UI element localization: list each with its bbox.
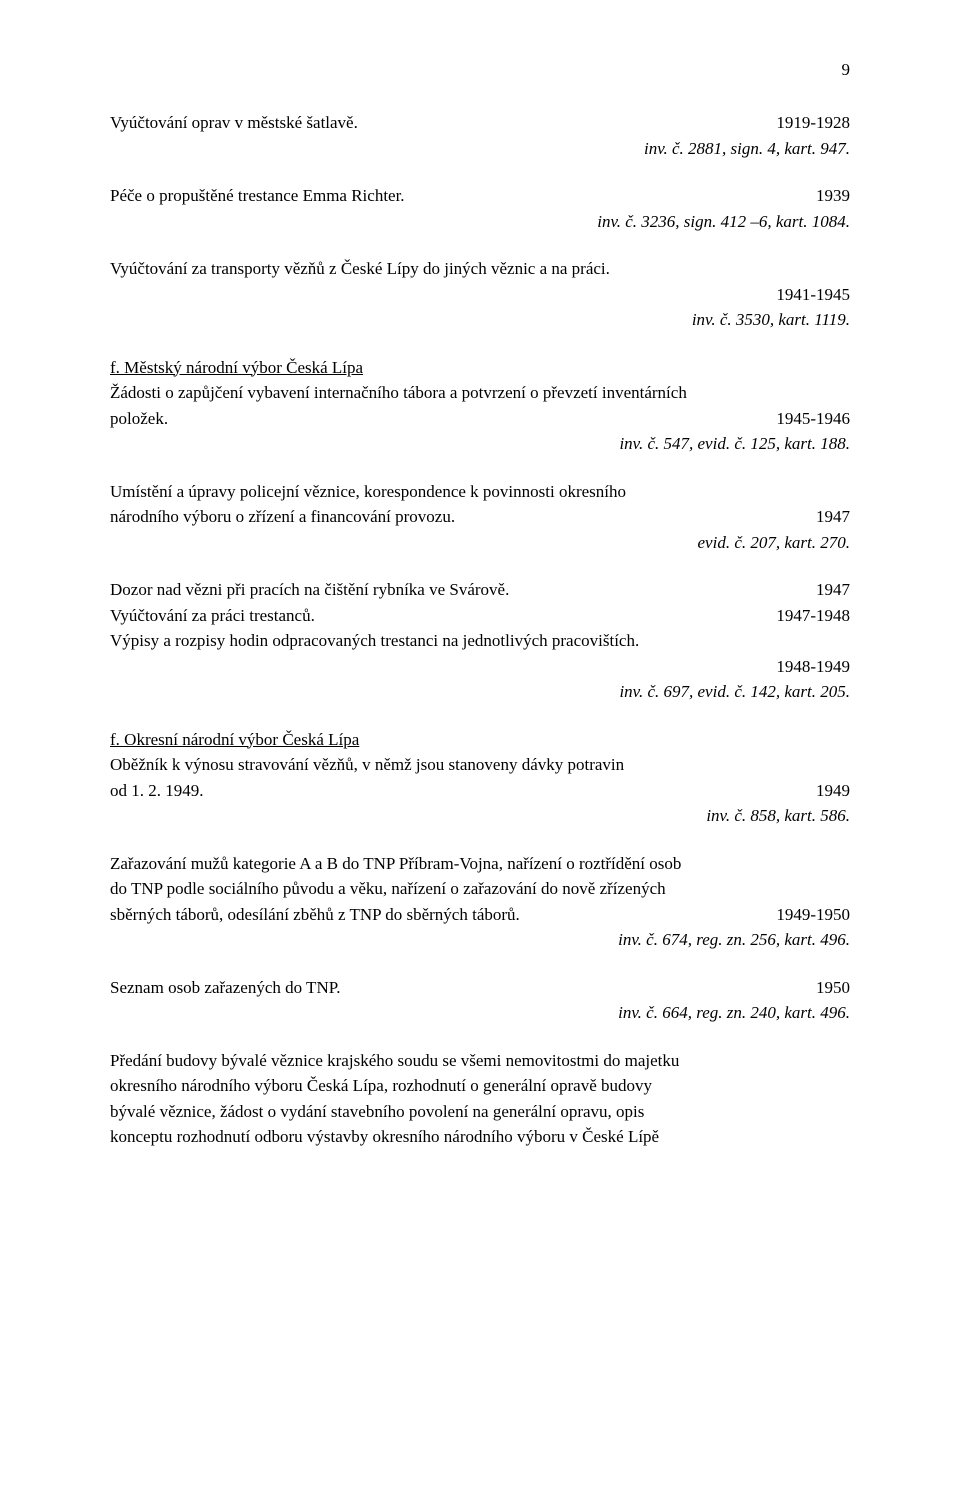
entry-text: do TNP podle sociálního původu a věku, n… (110, 876, 850, 902)
entry-text: Péče o propuštěné trestance Emma Richter… (110, 183, 816, 209)
entry-year: 1919-1928 (776, 110, 850, 136)
entry-year: 1947-1948 (776, 603, 850, 629)
entry-ref: inv. č. 664, reg. zn. 240, kart. 496. (110, 1000, 850, 1026)
section-heading: f. Městský národní výbor Česká Lípa (110, 355, 850, 381)
entry-ref: inv. č. 2881, sign. 4, kart. 947. (110, 136, 850, 162)
entry: Umístění a úpravy policejní věznice, kor… (110, 479, 850, 556)
entry-text: Žádosti o zapůjčení vybavení internačníh… (110, 380, 850, 406)
entry-text: Dozor nad vězni při pracích na čištění r… (110, 577, 816, 603)
entry-ref: inv. č. 547, evid. č. 125, kart. 188. (110, 431, 850, 457)
entry-text: národního výboru o zřízení a financování… (110, 504, 816, 530)
entry-text: Oběžník k výnosu stravování vězňů, v něm… (110, 752, 850, 778)
entry-text: od 1. 2. 1949. (110, 778, 816, 804)
entry-year: 1948-1949 (110, 654, 850, 680)
page-content: Vyúčtování oprav v městské šatlavě. 1919… (110, 110, 850, 1150)
entry-text: okresního národního výboru Česká Lípa, r… (110, 1073, 850, 1099)
entry-ref: inv. č. 674, reg. zn. 256, kart. 496. (110, 927, 850, 953)
entry-text: Předání budovy bývalé věznice krajského … (110, 1048, 850, 1074)
entry: Předání budovy bývalé věznice krajského … (110, 1048, 850, 1150)
entry-text: Výpisy a rozpisy hodin odpracovaných tre… (110, 628, 850, 654)
entry-year: 1949 (816, 778, 850, 804)
entry-ref: inv. č. 858, kart. 586. (110, 803, 850, 829)
entry-text: bývalé věznice, žádost o vydání stavební… (110, 1099, 850, 1125)
page-number: 9 (842, 60, 851, 80)
entry: Dozor nad vězni při pracích na čištění r… (110, 577, 850, 705)
entry-ref: inv. č. 3530, kart. 1119. (110, 307, 850, 333)
entry-text: sběrných táborů, odesílání zběhů z TNP d… (110, 902, 776, 928)
entry-ref: inv. č. 697, evid. č. 142, kart. 205. (110, 679, 850, 705)
entry: Vyúčtování za transporty vězňů z České L… (110, 256, 850, 333)
entry: Péče o propuštěné trestance Emma Richter… (110, 183, 850, 234)
entry-text: konceptu rozhodnutí odboru výstavby okre… (110, 1124, 850, 1150)
entry: f. Městský národní výbor Česká Lípa Žádo… (110, 355, 850, 457)
entry-year: 1949-1950 (776, 902, 850, 928)
entry: f. Okresní národní výbor Česká Lípa Oběž… (110, 727, 850, 829)
entry-year: 1947 (816, 504, 850, 530)
entry-text: Vyúčtování za práci trestanců. (110, 603, 776, 629)
entry-text: Zařazování mužů kategorie A a B do TNP P… (110, 851, 850, 877)
section-heading: f. Okresní národní výbor Česká Lípa (110, 727, 850, 753)
entry-text: Umístění a úpravy policejní věznice, kor… (110, 479, 850, 505)
entry-year: 1939 (816, 183, 850, 209)
entry-year: 1950 (816, 975, 850, 1001)
entry-text: Seznam osob zařazených do TNP. (110, 975, 816, 1001)
entry: Seznam osob zařazených do TNP. 1950 inv.… (110, 975, 850, 1026)
entry-year: 1947 (816, 577, 850, 603)
entry-ref: inv. č. 3236, sign. 412 –6, kart. 1084. (110, 209, 850, 235)
entry: Zařazování mužů kategorie A a B do TNP P… (110, 851, 850, 953)
entry-text: Vyúčtování za transporty vězňů z České L… (110, 256, 850, 282)
entry: Vyúčtování oprav v městské šatlavě. 1919… (110, 110, 850, 161)
entry-year: 1941-1945 (110, 282, 850, 308)
entry-ref: evid. č. 207, kart. 270. (110, 530, 850, 556)
entry-text: Vyúčtování oprav v městské šatlavě. (110, 110, 776, 136)
entry-year: 1945-1946 (776, 406, 850, 432)
document-page: 9 Vyúčtování oprav v městské šatlavě. 19… (0, 0, 960, 1509)
entry-text: položek. (110, 406, 776, 432)
